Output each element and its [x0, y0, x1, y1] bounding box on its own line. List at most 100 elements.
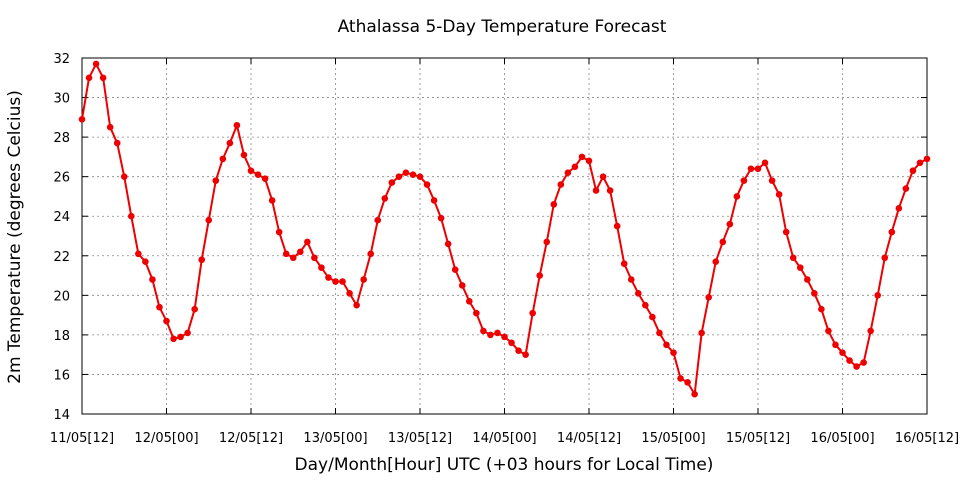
data-point	[473, 309, 480, 317]
data-point	[416, 173, 424, 180]
data-point	[346, 290, 353, 297]
data-point	[782, 228, 790, 236]
plot-frame	[81, 57, 928, 415]
data-point	[388, 179, 396, 186]
data-point	[775, 191, 783, 198]
data-point	[902, 185, 910, 192]
data-point	[550, 201, 558, 208]
data-point	[367, 250, 375, 258]
data-point	[656, 329, 663, 337]
data-point	[106, 123, 114, 131]
data-point	[149, 276, 156, 283]
y-tick-label: 28	[53, 131, 70, 146]
data-point	[353, 301, 360, 309]
data-point	[747, 165, 755, 173]
x-tick-label: 15/05[00]	[641, 431, 705, 446]
data-point	[663, 341, 670, 349]
data-point	[113, 139, 121, 147]
x-tick-label: 14/05[12]	[557, 431, 621, 446]
data-point	[916, 159, 924, 167]
data-point	[311, 254, 318, 262]
data-point	[564, 169, 572, 177]
data-point	[247, 167, 255, 175]
data-point	[839, 349, 846, 356]
data-point	[163, 317, 170, 325]
data-point	[381, 195, 389, 202]
data-point	[226, 139, 234, 147]
y-tick-label: 26	[53, 171, 70, 186]
x-tick-label: 13/05[12]	[388, 431, 452, 446]
data-point	[642, 301, 649, 309]
data-point	[592, 187, 600, 194]
data-point	[423, 181, 431, 188]
data-point	[796, 264, 804, 271]
data-point	[325, 274, 332, 281]
data-point	[409, 171, 417, 178]
data-point	[501, 333, 508, 341]
data-point	[613, 222, 621, 230]
data-point	[620, 260, 628, 267]
data-point	[296, 248, 304, 256]
data-point	[304, 238, 311, 246]
data-point	[818, 305, 825, 313]
x-tick-label: 16/05[00]	[810, 431, 874, 446]
data-point	[289, 254, 297, 262]
data-point	[881, 254, 889, 262]
data-point	[522, 351, 529, 358]
data-point	[205, 216, 213, 224]
data-point	[733, 193, 741, 200]
data-point	[254, 171, 262, 178]
x-tick-label: 11/05[12]	[50, 431, 114, 446]
data-point	[754, 165, 762, 173]
y-tick-labels: 14 16 18 20 22 24 26 28 30 32	[53, 52, 70, 423]
data-point	[487, 331, 494, 339]
data-point	[691, 390, 698, 398]
data-point	[437, 214, 445, 222]
data-point	[677, 375, 684, 382]
data-point	[444, 240, 452, 248]
y-tick-label: 16	[53, 368, 70, 383]
data-point	[480, 327, 487, 335]
x-tick-label: 14/05[00]	[472, 431, 536, 446]
data-point	[261, 175, 269, 182]
data-point	[923, 155, 931, 163]
data-point	[649, 313, 656, 321]
data-point	[177, 333, 184, 341]
data-point	[282, 250, 290, 258]
data-point	[458, 282, 466, 289]
data-point	[120, 173, 128, 180]
y-tick-label: 30	[53, 92, 70, 107]
data-point	[465, 297, 473, 305]
data-point	[698, 329, 705, 337]
data-point	[430, 197, 438, 204]
y-tick-label: 20	[53, 289, 70, 304]
data-point	[318, 264, 325, 271]
data-point	[142, 258, 149, 266]
x-tick-label: 12/05[00]	[134, 431, 198, 446]
data-point	[451, 266, 459, 273]
y-tick-label: 24	[53, 210, 70, 225]
data-point	[170, 335, 177, 343]
data-point	[853, 363, 860, 370]
data-point	[543, 238, 551, 246]
x-tick-labels: 11/05[12] 12/05[00] 12/05[12] 13/05[00] 13/0…	[50, 431, 959, 446]
data-point	[515, 347, 522, 355]
data-point	[627, 276, 635, 283]
x-tick-label: 12/05[12]	[219, 431, 283, 446]
data-point	[332, 278, 339, 285]
data-point	[599, 173, 607, 180]
data-point	[402, 169, 410, 177]
y-tick-label: 32	[53, 52, 70, 67]
x-tick-label: 15/05[12]	[726, 431, 790, 446]
series-group	[78, 60, 931, 398]
data-point	[191, 305, 198, 313]
data-point	[557, 181, 565, 188]
data-point	[684, 379, 691, 386]
data-point	[571, 163, 579, 171]
data-point	[184, 329, 191, 337]
chart-title: Athalassa 5-Day Temperature Forecast	[338, 17, 667, 37]
data-point	[85, 74, 93, 82]
data-point	[803, 276, 811, 283]
y-axis-label: 2m Temperature (degrees Celcius)	[5, 90, 25, 384]
data-point	[529, 309, 536, 317]
